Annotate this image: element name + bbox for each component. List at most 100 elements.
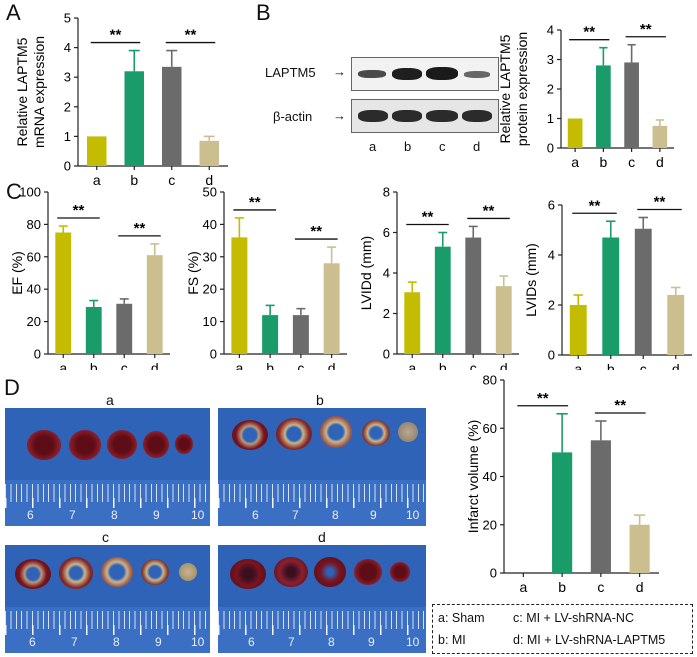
chart-c-fs: 0 10 20 30 40 50 FS (%) a b c d ** ** bbox=[185, 185, 347, 370]
x-tick-label: c bbox=[640, 361, 647, 370]
ruler-number: 8 bbox=[113, 635, 120, 649]
x-tick-label: d bbox=[328, 360, 336, 370]
x-tick-label: c bbox=[168, 172, 175, 185]
chart-a: 0 1 2 3 4 5 Relative LAPTM5 mRNA expression a b c d… bbox=[14, 11, 228, 185]
y-tick-label: 0 bbox=[383, 347, 390, 362]
ttc-photo-shrna-nc: 6 7 8 9 10 bbox=[5, 545, 210, 653]
bar bbox=[624, 62, 639, 149]
x-tick-label: b bbox=[130, 172, 138, 185]
legend-item-mi: b: MI bbox=[438, 633, 466, 647]
ruler-number: 7 bbox=[69, 508, 76, 522]
y-tick-label: 50 bbox=[203, 185, 217, 200]
y-tick-label: 10 bbox=[203, 314, 217, 329]
bar bbox=[146, 255, 163, 354]
y-tick-label: 30 bbox=[203, 249, 217, 264]
blot-lane-label: d bbox=[473, 139, 481, 154]
y-axis-label: protein expression bbox=[514, 32, 530, 146]
ruler-number: 10 bbox=[406, 508, 420, 522]
ttc-photo-sham: 6 7 8 9 10 bbox=[5, 408, 210, 526]
x-tick-label: b bbox=[599, 154, 607, 170]
y-axis-label: LVIDd (mm) bbox=[358, 236, 374, 310]
x-tick-label: a bbox=[519, 579, 527, 595]
y-tick-label: 0 bbox=[547, 141, 554, 156]
bar bbox=[495, 286, 512, 354]
bar bbox=[567, 118, 583, 148]
bar bbox=[404, 292, 421, 354]
bar bbox=[124, 71, 144, 166]
y-tick-label: 5 bbox=[64, 11, 71, 26]
x-tick-label: c bbox=[628, 154, 635, 170]
blot-strip-actin bbox=[351, 99, 499, 133]
bar bbox=[667, 295, 685, 355]
y-tick-label: 3 bbox=[64, 70, 71, 85]
x-tick-label: a bbox=[59, 360, 67, 370]
blot-label-actin: β-actin bbox=[273, 109, 313, 124]
legend-item-shrna-laptm5: d: MI + LV-shRNA-LAPTM5 bbox=[513, 633, 666, 647]
ruler-number: 7 bbox=[71, 635, 78, 649]
y-axis-label: Infarct volume (%) bbox=[465, 420, 481, 534]
bar bbox=[552, 452, 573, 573]
significance-label: ** bbox=[110, 27, 122, 44]
bar bbox=[292, 315, 309, 354]
chart-c-lvids: 0 2 4 6 LVIDs (mm) a b c d ** ** bbox=[525, 194, 692, 370]
bar bbox=[323, 263, 340, 354]
x-tick-label: d bbox=[151, 360, 159, 370]
chart-d-infarct: 0 20 40 60 80 Infarct volume (%) a b c d ** ** bbox=[465, 373, 659, 595]
y-tick-label: 4 bbox=[64, 40, 71, 55]
ruler-number: 6 bbox=[27, 508, 34, 522]
blot-arrow-icon: → bbox=[333, 64, 346, 79]
y-tick-label: 40 bbox=[483, 469, 497, 484]
significance-label: ** bbox=[73, 202, 85, 219]
y-tick-label: 8 bbox=[383, 185, 390, 200]
significance-label: ** bbox=[583, 24, 595, 41]
ruler-number: 8 bbox=[111, 508, 118, 522]
x-tick-label: c bbox=[597, 579, 604, 595]
significance-label: ** bbox=[614, 397, 626, 414]
bar bbox=[55, 232, 72, 354]
bar bbox=[231, 237, 248, 354]
x-tick-label: b bbox=[558, 579, 566, 595]
bar bbox=[199, 140, 219, 166]
significance-label: ** bbox=[422, 209, 434, 226]
x-tick-label: c bbox=[121, 360, 128, 370]
x-tick-label: b bbox=[266, 360, 274, 370]
y-tick-label: 20 bbox=[483, 517, 497, 532]
bar bbox=[596, 65, 611, 148]
photo-label-a: a bbox=[106, 392, 114, 408]
y-tick-label: 2 bbox=[547, 82, 554, 97]
ruler-number: 6 bbox=[252, 508, 259, 522]
photo-label-d: d bbox=[318, 529, 326, 545]
y-tick-label: 40 bbox=[27, 282, 41, 297]
significance-label: ** bbox=[249, 194, 261, 211]
y-tick-label: 0 bbox=[64, 159, 71, 174]
ruler-number: 6 bbox=[29, 635, 36, 649]
y-axis-label: EF (%) bbox=[9, 251, 25, 295]
significance-label: ** bbox=[640, 21, 652, 38]
y-tick-label: 2 bbox=[383, 306, 390, 321]
bar bbox=[602, 237, 620, 355]
y-tick-label: 0 bbox=[210, 347, 217, 362]
blot-arrow-icon: → bbox=[333, 108, 346, 123]
ruler-number: 10 bbox=[191, 508, 205, 522]
bar bbox=[629, 524, 650, 573]
chart-b: 0 1 2 3 4 Relative LAPTM5 protein expression a b… bbox=[497, 21, 674, 170]
x-tick-label: a bbox=[571, 154, 579, 170]
y-tick-label: 20 bbox=[27, 314, 41, 329]
ruler-number: 10 bbox=[406, 635, 420, 649]
y-tick-label: 0 bbox=[548, 348, 555, 363]
x-tick-label: c bbox=[297, 360, 304, 370]
y-axis-label: Relative LAPTM5 bbox=[497, 34, 513, 143]
bar bbox=[162, 66, 182, 166]
ruler-number: 7 bbox=[288, 635, 295, 649]
bar bbox=[434, 246, 451, 354]
photo-label-c: c bbox=[102, 529, 109, 545]
group-legend: a: Sham c: MI + LV-shRNA-NC b: MI d: MI … bbox=[432, 604, 693, 654]
y-tick-label: 0 bbox=[34, 347, 41, 362]
ruler-number: 8 bbox=[328, 635, 335, 649]
x-tick-label: d bbox=[656, 154, 664, 170]
bar bbox=[116, 303, 133, 354]
x-tick-label: a bbox=[93, 172, 101, 185]
ttc-photo-shrna-laptm5: 6 7 8 9 10 bbox=[218, 545, 426, 653]
x-tick-label: d bbox=[205, 172, 213, 185]
y-tick-label: 2 bbox=[64, 99, 71, 114]
